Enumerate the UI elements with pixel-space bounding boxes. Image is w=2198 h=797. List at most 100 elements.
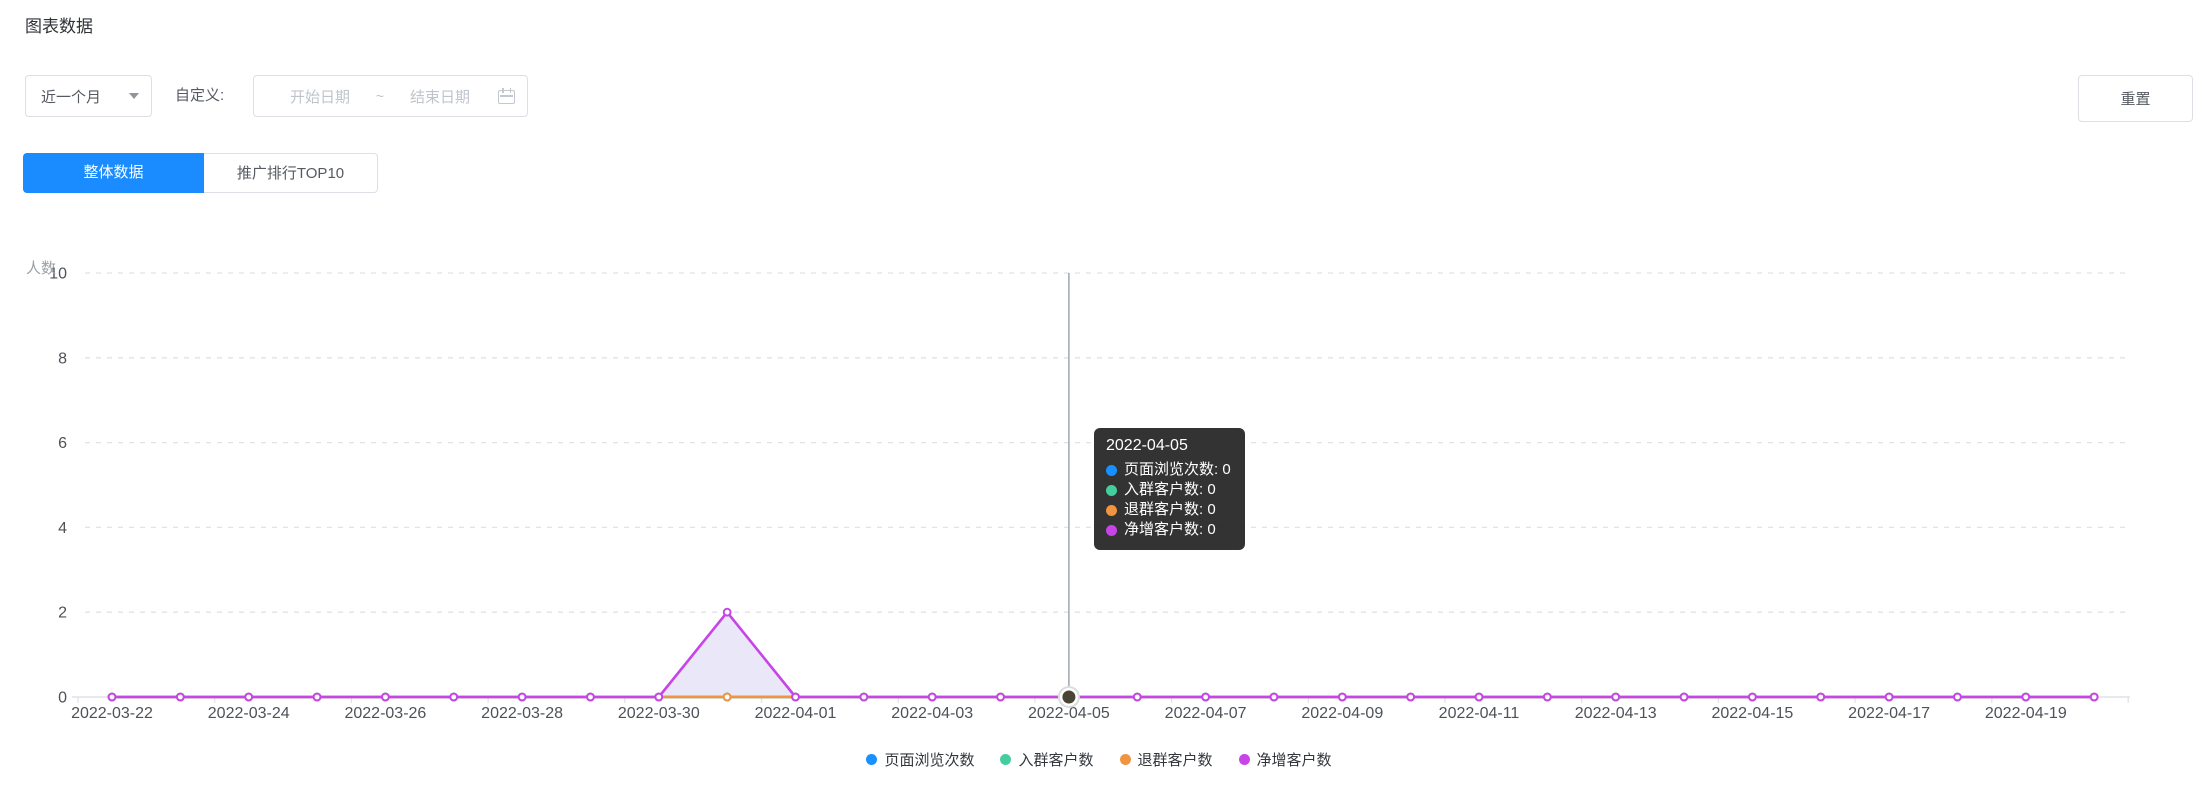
data-point-marker[interactable] bbox=[722, 607, 732, 617]
data-point-marker[interactable] bbox=[1406, 692, 1416, 702]
data-point-marker[interactable] bbox=[107, 692, 117, 702]
data-point-marker[interactable] bbox=[859, 692, 869, 702]
range-select[interactable]: 近一个月 bbox=[25, 75, 152, 117]
data-point-marker[interactable] bbox=[1611, 692, 1621, 702]
data-point-marker[interactable] bbox=[654, 692, 664, 702]
data-point-marker[interactable] bbox=[244, 692, 254, 702]
data-point-marker[interactable] bbox=[1474, 692, 1484, 702]
data-point-marker[interactable] bbox=[175, 692, 185, 702]
data-point-marker[interactable] bbox=[175, 692, 185, 702]
data-point-marker[interactable] bbox=[1748, 692, 1757, 702]
data-point-marker[interactable] bbox=[1816, 692, 1826, 702]
date-range-picker[interactable]: 开始日期 ~ 结束日期 bbox=[253, 75, 528, 117]
data-point-marker[interactable] bbox=[1542, 692, 1552, 702]
data-point-marker[interactable] bbox=[1474, 692, 1484, 702]
data-point-marker[interactable] bbox=[1884, 692, 1894, 702]
data-point-marker[interactable] bbox=[791, 692, 800, 702]
data-point-marker[interactable] bbox=[1337, 692, 1347, 702]
data-point-marker[interactable] bbox=[517, 692, 527, 702]
data-point-marker[interactable] bbox=[1269, 692, 1279, 702]
data-point-marker[interactable] bbox=[654, 692, 664, 702]
data-point-marker[interactable] bbox=[654, 692, 664, 702]
data-point-marker[interactable] bbox=[654, 692, 664, 702]
data-point-marker[interactable] bbox=[927, 692, 937, 702]
data-point-marker[interactable] bbox=[996, 692, 1005, 702]
data-point-marker[interactable] bbox=[859, 692, 869, 702]
data-point-marker[interactable] bbox=[1542, 692, 1552, 702]
data-point-marker[interactable] bbox=[859, 692, 869, 702]
tab-overall-data[interactable]: 整体数据 bbox=[23, 153, 204, 193]
data-point-marker[interactable] bbox=[1269, 692, 1279, 702]
data-point-marker[interactable] bbox=[244, 692, 254, 702]
legend-item[interactable]: 入群客户数 bbox=[1000, 749, 1094, 770]
data-point-marker[interactable] bbox=[1406, 692, 1416, 702]
data-point-marker[interactable] bbox=[244, 692, 254, 702]
data-point-marker[interactable] bbox=[449, 692, 459, 702]
data-point-marker[interactable] bbox=[1953, 692, 1962, 702]
data-point-marker[interactable] bbox=[1884, 692, 1894, 702]
data-point-marker[interactable] bbox=[1132, 692, 1142, 702]
data-point-marker[interactable] bbox=[996, 692, 1005, 702]
data-point-marker[interactable] bbox=[859, 692, 869, 702]
data-point-marker[interactable] bbox=[1064, 692, 1074, 702]
data-point-marker[interactable] bbox=[2021, 692, 2031, 702]
data-point-marker[interactable] bbox=[586, 692, 595, 702]
data-point-marker[interactable] bbox=[381, 692, 390, 702]
data-point-marker[interactable] bbox=[2021, 692, 2031, 702]
data-point-marker[interactable] bbox=[381, 692, 390, 702]
data-point-marker[interactable] bbox=[1748, 692, 1757, 702]
data-point-marker[interactable] bbox=[1748, 692, 1757, 702]
data-point-marker[interactable] bbox=[517, 692, 527, 702]
data-point-marker[interactable] bbox=[1953, 692, 1962, 702]
legend-item[interactable]: 退群客户数 bbox=[1119, 749, 1213, 770]
data-point-marker[interactable] bbox=[1337, 692, 1347, 702]
data-point-marker[interactable] bbox=[449, 692, 459, 702]
data-point-marker[interactable] bbox=[449, 692, 459, 702]
data-point-marker[interactable] bbox=[927, 692, 937, 702]
data-point-marker[interactable] bbox=[107, 692, 117, 702]
data-point-marker[interactable] bbox=[1953, 692, 1962, 702]
legend-item[interactable]: 页面浏览次数 bbox=[866, 749, 974, 770]
data-point-marker[interactable] bbox=[1679, 692, 1689, 702]
data-point-marker[interactable] bbox=[1542, 692, 1552, 702]
data-point-marker[interactable] bbox=[107, 692, 117, 702]
data-point-marker[interactable] bbox=[996, 692, 1005, 702]
data-point-marker[interactable] bbox=[1679, 692, 1689, 702]
start-date-input[interactable]: 开始日期 bbox=[289, 88, 350, 106]
data-point-marker[interactable] bbox=[517, 692, 527, 702]
data-point-marker[interactable] bbox=[2089, 692, 2099, 702]
data-point-marker[interactable] bbox=[381, 692, 390, 702]
data-point-marker[interactable] bbox=[586, 692, 595, 702]
hover-dot[interactable] bbox=[1062, 690, 1076, 704]
data-point-marker[interactable] bbox=[2089, 692, 2099, 702]
data-point-marker[interactable] bbox=[1953, 692, 1962, 702]
data-point-marker[interactable] bbox=[1201, 692, 1210, 702]
data-point-marker[interactable] bbox=[1748, 692, 1757, 702]
data-point-marker[interactable] bbox=[1611, 692, 1621, 702]
data-point-marker[interactable] bbox=[1679, 692, 1689, 702]
data-point-marker[interactable] bbox=[1132, 692, 1142, 702]
data-point-marker[interactable] bbox=[1064, 692, 1074, 702]
data-point-marker[interactable] bbox=[1064, 692, 1074, 702]
legend-item[interactable]: 净增客户数 bbox=[1238, 749, 1332, 770]
data-point-marker[interactable] bbox=[2089, 692, 2099, 702]
data-point-marker[interactable] bbox=[1679, 692, 1689, 702]
data-point-marker[interactable] bbox=[517, 692, 527, 702]
data-point-marker[interactable] bbox=[1611, 692, 1621, 702]
data-point-marker[interactable] bbox=[312, 692, 322, 702]
data-point-marker[interactable] bbox=[791, 692, 800, 702]
data-point-marker[interactable] bbox=[586, 692, 595, 702]
data-point-marker[interactable] bbox=[586, 692, 595, 702]
data-point-marker[interactable] bbox=[381, 692, 390, 702]
data-point-marker[interactable] bbox=[1816, 692, 1826, 702]
data-point-marker[interactable] bbox=[107, 692, 117, 702]
data-point-marker[interactable] bbox=[1269, 692, 1279, 702]
data-point-marker[interactable] bbox=[996, 692, 1005, 702]
reset-button[interactable]: 重置 bbox=[2078, 75, 2193, 122]
data-point-marker[interactable] bbox=[791, 692, 800, 702]
data-point-marker[interactable] bbox=[722, 692, 732, 702]
data-point-marker[interactable] bbox=[927, 692, 937, 702]
data-point-marker[interactable] bbox=[1201, 692, 1210, 702]
data-point-marker[interactable] bbox=[1269, 692, 1279, 702]
